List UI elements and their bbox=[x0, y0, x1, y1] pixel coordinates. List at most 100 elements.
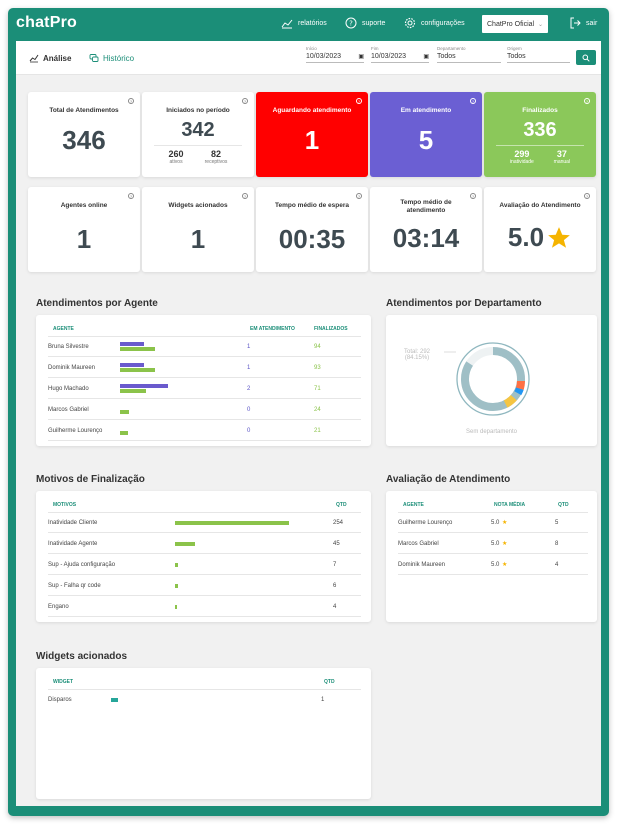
donut-segment-no-department[interactable] bbox=[461, 347, 525, 411]
table-row[interactable]: Bruna Silvestre 1 94 bbox=[48, 337, 361, 357]
calendar-icon[interactable]: ▣ bbox=[358, 54, 364, 60]
widget-qty: 1 bbox=[321, 697, 325, 703]
in-service-count: 1 bbox=[247, 365, 251, 371]
help-icon[interactable]: ? bbox=[356, 193, 362, 199]
card-widgets-title: Widgets acionados bbox=[168, 202, 228, 209]
tab-history[interactable]: Histórico bbox=[89, 53, 134, 63]
rating-qty: 4 bbox=[555, 562, 559, 568]
table-row[interactable]: Guilherme Lourenço 5.0 ★ 5 bbox=[398, 513, 588, 533]
tab-analysis-label: Análise bbox=[43, 53, 72, 63]
end-date-value: 10/03/2023 bbox=[371, 53, 407, 60]
card-waiting: ? Aguardando atendimento 1 bbox=[256, 92, 368, 177]
chart-line-icon bbox=[281, 19, 293, 29]
star-icon: ★ bbox=[502, 562, 508, 568]
finished-count: 21 bbox=[314, 428, 321, 434]
reason-bar bbox=[175, 542, 196, 546]
agent-name: Dominik Maureen bbox=[48, 365, 96, 371]
help-icon[interactable]: ? bbox=[470, 98, 476, 104]
finished-count: 94 bbox=[314, 344, 321, 350]
widgets-section-title: Widgets acionados bbox=[36, 651, 128, 662]
end-date-field[interactable]: Fim 10/03/2023 ▣ bbox=[371, 46, 429, 63]
rating-agent: Marcos Gabriel bbox=[398, 541, 439, 547]
nav-logout-label: sair bbox=[586, 19, 598, 27]
table-row[interactable]: Disparos 1 bbox=[48, 690, 361, 710]
help-icon[interactable]: ? bbox=[584, 98, 590, 104]
card-rating-title: Avaliação do Atendimento bbox=[499, 202, 581, 209]
reasons-header-reason: MOTIVOS bbox=[53, 502, 77, 508]
table-row[interactable]: Marcos Gabriel 0 24 bbox=[48, 400, 361, 420]
agents-table: AGENTE EM ATENDIMENTO FINALIZADOS Bruna … bbox=[36, 315, 371, 446]
nav-logout[interactable]: sair bbox=[569, 17, 597, 29]
finished-inactivity-label: inatividade bbox=[509, 159, 534, 166]
card-service-time-value: 03:14 bbox=[392, 222, 460, 253]
rating-agent: Dominik Maureen bbox=[398, 562, 446, 568]
card-agents-online-title: Agentes online bbox=[60, 202, 108, 209]
donut-segment-other-yellow[interactable] bbox=[503, 394, 517, 408]
nav-settings[interactable]: configurações bbox=[404, 17, 465, 29]
card-total-title: Total de Atendimentos bbox=[49, 107, 119, 114]
table-row[interactable]: Inatividade Cliente 254 bbox=[48, 513, 361, 533]
table-row[interactable]: Sup - Ajuda configuração 7 bbox=[48, 555, 361, 575]
tab-analysis[interactable]: Análise bbox=[29, 53, 71, 63]
table-row[interactable]: Marcos Gabriel 5.0 ★ 8 bbox=[398, 534, 588, 554]
agent-name: Marcos Gabriel bbox=[48, 407, 89, 413]
donut-segment-other-orange[interactable] bbox=[516, 380, 525, 390]
origin-select[interactable]: Origem Todos bbox=[507, 46, 570, 63]
help-icon[interactable]: ? bbox=[470, 193, 476, 199]
agents-header-in-service: EM ATENDIMENTO bbox=[250, 326, 295, 332]
calendar-icon[interactable]: ▣ bbox=[423, 54, 429, 60]
help-icon[interactable]: ? bbox=[128, 98, 134, 104]
help-circle-icon: ? bbox=[345, 17, 357, 29]
in-service-bar bbox=[120, 384, 168, 388]
app-logo[interactable]: chatPro bbox=[16, 14, 77, 31]
table-row[interactable]: Engano 4 bbox=[48, 597, 361, 617]
department-select[interactable]: Departamento Todos bbox=[437, 46, 501, 63]
star-icon: ★ bbox=[502, 520, 508, 526]
filter-bar: Análise Histórico Início 10/03/2023 ▣ Fim… bbox=[16, 41, 601, 75]
card-finished: ? Finalizados 336 299 inatividade 37 manua… bbox=[484, 92, 596, 177]
reason-qty: 6 bbox=[333, 583, 337, 589]
in-service-count: 0 bbox=[247, 407, 251, 413]
finished-bar bbox=[120, 431, 128, 435]
widgets-header-widget: WIDGET bbox=[53, 679, 73, 685]
widgets-table: WIDGET QTD Disparos 1 bbox=[36, 668, 371, 799]
chat-icon bbox=[89, 54, 99, 62]
rating-agent: Guilherme Lourenço bbox=[398, 520, 453, 526]
finished-inactivity-value: 299 bbox=[514, 149, 530, 160]
card-in-service: ? Em atendimento 5 bbox=[370, 92, 482, 177]
help-icon[interactable]: ? bbox=[584, 193, 590, 199]
chevron-down-icon: ⌄ bbox=[537, 21, 543, 28]
reason-qty: 254 bbox=[333, 520, 344, 526]
help-icon[interactable]: ? bbox=[356, 98, 362, 104]
rating-header-qty: QTD bbox=[558, 502, 569, 508]
table-row[interactable]: Dominik Maureen 5.0 ★ 4 bbox=[398, 555, 588, 575]
help-icon[interactable]: ? bbox=[242, 193, 248, 199]
account-select[interactable]: ChatPro Oficial ⌄ bbox=[482, 15, 548, 33]
nav-reports[interactable]: relatórios bbox=[281, 17, 327, 29]
star-icon: ★ bbox=[502, 541, 508, 547]
card-waiting-title: Aguardando atendimento bbox=[272, 107, 352, 114]
agents-section-title: Atendimentos por Agente bbox=[36, 298, 158, 309]
card-in-service-title: Em atendimento bbox=[400, 107, 452, 114]
card-finished-value: 336 bbox=[523, 119, 557, 142]
table-row[interactable]: Sup - Falha qr code 6 bbox=[48, 576, 361, 596]
start-date-field[interactable]: Início 10/03/2023 ▣ bbox=[306, 46, 364, 63]
table-row[interactable]: Guilherme Lourenço 0 21 bbox=[48, 421, 361, 441]
donut-segment-other-blue[interactable] bbox=[514, 387, 524, 396]
help-icon[interactable]: ? bbox=[128, 193, 134, 199]
card-started-title: Iniciados no período bbox=[166, 107, 230, 114]
search-button[interactable] bbox=[576, 50, 596, 65]
nav-support[interactable]: ? suporte bbox=[345, 17, 385, 29]
card-wait-time-value: 00:35 bbox=[278, 224, 346, 255]
table-row[interactable]: Hugo Machado 2 71 bbox=[48, 379, 361, 399]
table-row[interactable]: Inatividade Agente 45 bbox=[48, 534, 361, 554]
help-icon[interactable]: ? bbox=[242, 98, 248, 104]
started-receptive-value: 82 bbox=[211, 149, 222, 160]
svg-text:?: ? bbox=[349, 20, 353, 28]
finished-count: 93 bbox=[314, 365, 321, 371]
card-service-time-title: Tempo médio de atendimento bbox=[400, 199, 452, 215]
table-row[interactable]: Dominik Maureen 1 93 bbox=[48, 358, 361, 378]
reason-bar bbox=[175, 584, 178, 588]
card-total: ? Total de Atendimentos 346 bbox=[28, 92, 140, 177]
chart-line-icon bbox=[29, 54, 39, 63]
